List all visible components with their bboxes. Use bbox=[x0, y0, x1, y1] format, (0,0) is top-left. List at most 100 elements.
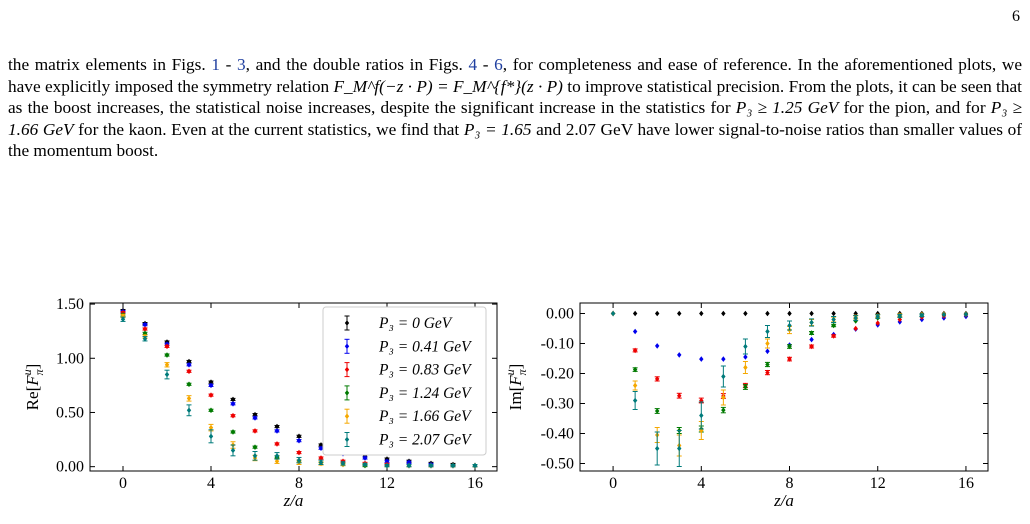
y-axis-label: Im[Fuπ] bbox=[503, 364, 529, 411]
data-point bbox=[164, 371, 170, 378]
x-tick-label: 4 bbox=[697, 475, 705, 492]
x-tick-label: 12 bbox=[870, 475, 886, 492]
data-point bbox=[164, 343, 170, 350]
data-point bbox=[699, 427, 704, 434]
y-tick-label: 0.00 bbox=[56, 459, 84, 476]
data-point bbox=[919, 312, 925, 319]
chart-panel-1: 0 4 8 12 16 0.00 0.50 1.00 1.50 z/a P₃ = 0 GeV P₃ =… bbox=[56, 296, 498, 510]
x-tick-label: 16 bbox=[467, 475, 483, 492]
legend-marker bbox=[344, 366, 350, 373]
text-segment: for the pion, and for bbox=[838, 98, 991, 118]
momentum-condition: P₃ ≥ 1.25 GeV bbox=[735, 98, 839, 118]
data-point bbox=[809, 343, 814, 350]
text-segment: , for completeness and ease of reference… bbox=[8, 55, 1022, 96]
data-point bbox=[809, 319, 814, 326]
data-point bbox=[721, 373, 726, 380]
y-tick-label: -0.20 bbox=[541, 366, 574, 383]
legend-label: P₃ = 0.41 GeV bbox=[378, 338, 472, 355]
x-tick-label: 8 bbox=[786, 475, 794, 492]
data-point bbox=[450, 462, 456, 469]
data-point bbox=[809, 336, 814, 343]
data-point bbox=[743, 384, 748, 390]
plot-frame bbox=[579, 302, 989, 472]
page-number: 6 bbox=[1012, 8, 1020, 25]
data-point bbox=[963, 311, 969, 318]
data-point bbox=[721, 310, 726, 317]
x-tick-label: 12 bbox=[379, 475, 395, 492]
data-point bbox=[853, 315, 858, 321]
legend-label: P₃ = 1.24 GeV bbox=[378, 385, 472, 402]
y-tick-label: -0.40 bbox=[541, 426, 574, 443]
legend-label: P₃ = 1.66 GeV bbox=[378, 408, 472, 425]
y-tick-label: -0.10 bbox=[541, 336, 574, 353]
text-segment: , and the double ratios in Figs. bbox=[245, 55, 469, 74]
data-point bbox=[941, 311, 947, 318]
data-point bbox=[318, 459, 324, 466]
data-point bbox=[362, 461, 368, 468]
data-point bbox=[897, 316, 902, 323]
data-point bbox=[142, 330, 148, 337]
data-point bbox=[252, 428, 258, 434]
text-segment: - bbox=[477, 55, 495, 74]
data-point bbox=[318, 445, 324, 452]
data-point bbox=[274, 441, 280, 447]
legend-label: P₃ = 0.83 GeV bbox=[378, 362, 472, 379]
figure-ref-link[interactable]: 3 bbox=[237, 55, 246, 74]
y-tick-label: 0.00 bbox=[546, 306, 574, 323]
symmetry-relation: F_M^f(−z · P) = F_M^{f*}(z · P) bbox=[333, 76, 563, 96]
data-point bbox=[208, 392, 214, 398]
body-paragraph: the matrix elements in Figs. 1 - 3, and … bbox=[8, 54, 1022, 162]
figure-panels: 0 4 8 12 16 0.00 0.50 1.00 1.50 z/a P₃ = 0 GeV P₃ =… bbox=[0, 295, 1030, 519]
data-point bbox=[765, 328, 770, 335]
data-point bbox=[853, 325, 858, 332]
data-point bbox=[831, 310, 836, 317]
y-tick-label: 0.50 bbox=[56, 404, 84, 421]
data-point bbox=[765, 361, 770, 368]
data-point bbox=[743, 310, 748, 317]
legend-label: P₃ = 0 GeV bbox=[378, 315, 453, 332]
data-point bbox=[632, 328, 638, 335]
series-6 bbox=[610, 310, 969, 467]
data-point bbox=[318, 455, 324, 461]
data-point bbox=[654, 343, 660, 349]
data-point bbox=[699, 397, 704, 404]
data-point bbox=[721, 356, 726, 362]
data-point bbox=[699, 310, 704, 317]
data-point bbox=[252, 415, 258, 421]
data-point bbox=[186, 395, 192, 402]
y-axis-label-text: Im[Fuπ] bbox=[503, 364, 529, 411]
data-point bbox=[296, 457, 302, 463]
data-point bbox=[632, 397, 638, 404]
data-point bbox=[142, 326, 148, 332]
x-axis-label: z/a bbox=[283, 491, 304, 510]
y-tick-label: -0.50 bbox=[541, 456, 574, 473]
y-tick-label: 1.50 bbox=[56, 296, 84, 313]
data-point bbox=[208, 433, 214, 440]
data-point bbox=[252, 444, 258, 450]
figure-ref-link[interactable]: 4 bbox=[468, 55, 478, 74]
data-point bbox=[875, 320, 880, 326]
figure-ref-link[interactable]: 6 bbox=[494, 55, 503, 74]
data-point bbox=[274, 458, 280, 465]
figure-ref-link[interactable]: 1 bbox=[211, 55, 220, 74]
data-point bbox=[230, 429, 236, 435]
data-point bbox=[765, 310, 770, 317]
data-point bbox=[787, 322, 792, 329]
figure-svg: 0 4 8 12 16 0.00 0.50 1.00 1.50 z/a P₃ = 0 GeV P₃ =… bbox=[20, 296, 989, 510]
data-point bbox=[318, 442, 324, 448]
data-point bbox=[632, 366, 638, 373]
data-point bbox=[743, 343, 748, 350]
data-point bbox=[340, 460, 346, 467]
series-2 bbox=[610, 310, 969, 362]
data-point bbox=[274, 423, 280, 430]
data-point bbox=[384, 462, 390, 469]
legend-marker bbox=[344, 320, 350, 326]
momentum-condition: P₃ = 1.65 bbox=[463, 119, 532, 139]
data-point bbox=[208, 379, 214, 385]
data-point bbox=[208, 382, 214, 389]
data-point bbox=[897, 313, 902, 319]
text-segment: for the kaon. Even at the current statis… bbox=[73, 119, 464, 139]
data-point bbox=[677, 352, 682, 358]
x-tick-label: 4 bbox=[207, 475, 215, 492]
data-point bbox=[765, 348, 770, 355]
